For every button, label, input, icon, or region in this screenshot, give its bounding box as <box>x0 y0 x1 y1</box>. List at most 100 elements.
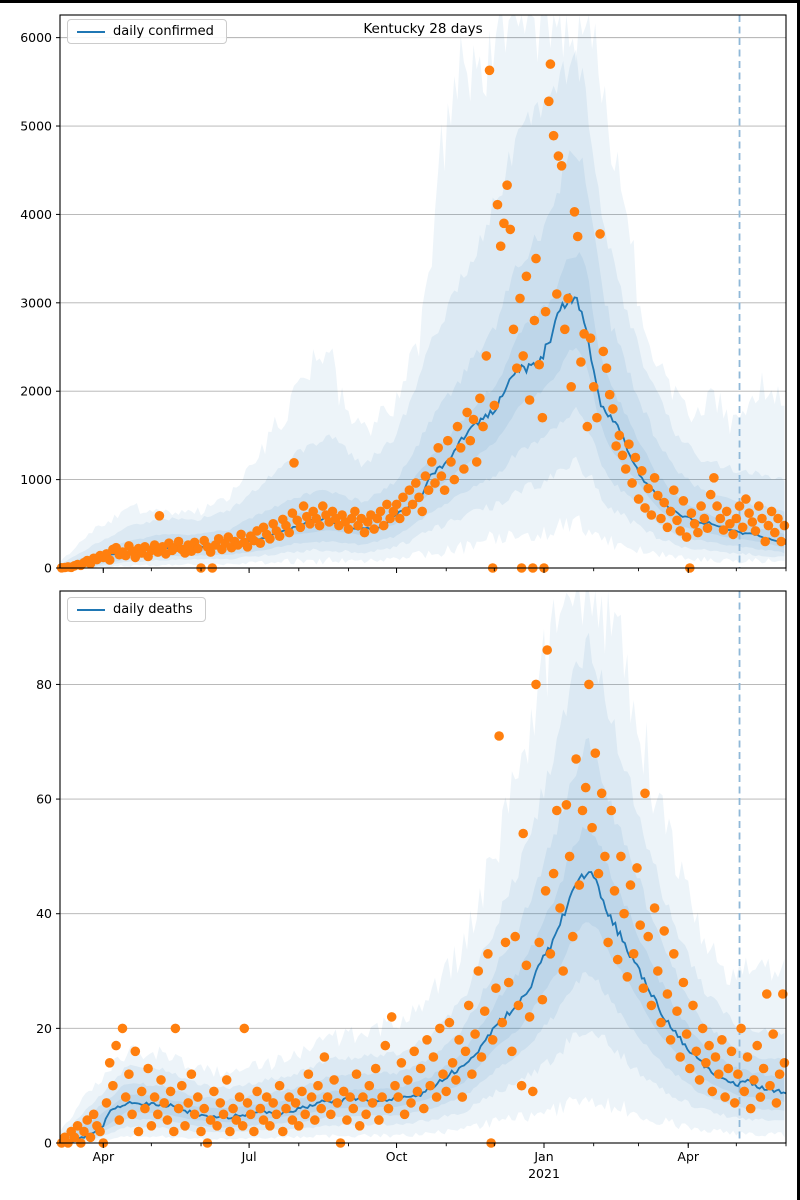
scatter-point <box>553 151 564 161</box>
scatter-point <box>604 389 615 400</box>
scatter-point <box>245 1109 256 1120</box>
scatter-point <box>749 1075 759 1085</box>
scatter-point <box>287 508 298 518</box>
scatter-point <box>656 513 666 524</box>
scatter-point <box>633 494 644 504</box>
scatter-point <box>221 1075 232 1085</box>
scatter-point <box>298 501 309 511</box>
scatter-point <box>593 868 604 879</box>
scatter-point <box>278 1126 288 1137</box>
scatter-point <box>537 412 548 423</box>
scatter-point <box>436 471 447 481</box>
scatter-point <box>242 1098 253 1108</box>
scatter-point <box>265 534 275 544</box>
scatter-point <box>205 1115 216 1125</box>
x-tick-label: Apr <box>92 1149 114 1164</box>
scatter-point <box>521 271 532 282</box>
band-wide <box>60 49 785 568</box>
scatter-point <box>548 130 559 141</box>
band-outer <box>60 15 785 568</box>
scatter-point <box>640 788 650 799</box>
scatter-point <box>415 1063 426 1074</box>
scatter-point <box>414 492 424 503</box>
scatter-point <box>758 1063 769 1074</box>
scatter-point <box>479 1006 490 1016</box>
scatter-point <box>736 1023 746 1034</box>
scatter-point <box>183 1098 193 1108</box>
scatter-point <box>728 529 738 540</box>
scatter-point <box>350 506 360 517</box>
scatter-point <box>108 1080 118 1091</box>
scatter-point <box>318 501 328 511</box>
scatter-point <box>475 393 485 404</box>
scatter-point <box>518 351 528 361</box>
scatter-point <box>672 1006 682 1016</box>
scatter-point <box>630 452 641 463</box>
scatter-point <box>443 435 453 446</box>
scatter-point <box>737 522 748 533</box>
scatter-point <box>510 931 520 942</box>
scatter-point <box>635 920 645 930</box>
scatter-point <box>495 241 506 251</box>
scatter-point <box>544 96 554 107</box>
scatter-point <box>428 1052 439 1062</box>
scatter-point <box>398 492 408 503</box>
scatter-point <box>699 513 710 524</box>
scatter-point <box>726 1046 737 1057</box>
x-tick-sublabel-year: 2021 <box>528 1166 560 1181</box>
scatter-point <box>228 1103 238 1114</box>
scatter-point <box>433 443 444 453</box>
scatter-point <box>274 1080 285 1091</box>
y-tick-label: 0 <box>44 1136 52 1151</box>
scatter-point <box>518 828 528 839</box>
scatter-point <box>465 435 476 446</box>
scatter-point <box>705 489 716 500</box>
scatter-point <box>225 1126 235 1137</box>
x-axis: Apr Jul Oct Jan 2021 Apr <box>92 1143 787 1181</box>
scatter-point <box>580 782 591 793</box>
scatter-point <box>653 966 663 976</box>
uncertainty-bands <box>60 591 785 1143</box>
scatter-point <box>417 506 428 517</box>
scatter-point <box>165 1086 176 1097</box>
scatter-point <box>411 478 421 488</box>
scatter-point <box>563 293 573 304</box>
scatter-point <box>258 1115 269 1125</box>
scatter-point <box>85 1132 96 1143</box>
scatter-point <box>348 1103 359 1114</box>
scatter-point <box>712 501 722 511</box>
scatter-point <box>435 1023 445 1034</box>
scatter-point <box>508 324 519 335</box>
legend-label-deaths: daily deaths <box>113 602 193 617</box>
scatter-point <box>678 496 689 506</box>
scatter-point <box>513 1000 524 1011</box>
scatter-point <box>231 1115 242 1125</box>
scatter-point <box>569 207 580 217</box>
scatter-point <box>505 224 516 235</box>
x-axis <box>102 568 787 573</box>
scatter-point <box>332 1098 343 1108</box>
scatter-point <box>274 531 285 541</box>
scatter-point <box>540 306 551 317</box>
scatter-point <box>499 218 509 229</box>
scatter-point <box>162 1115 173 1125</box>
scatter-point <box>460 1046 471 1057</box>
scatter-point <box>268 1098 279 1108</box>
y-tick-label: 6000 <box>20 30 52 45</box>
scatter-point <box>638 983 649 993</box>
scatter-point <box>114 1115 125 1125</box>
scatter-point <box>104 1058 115 1068</box>
scatter-point <box>729 1098 740 1108</box>
scatter-point <box>170 1023 181 1034</box>
scatter-point <box>620 464 631 474</box>
scatter-point <box>143 1063 153 1074</box>
scatter-point <box>723 1063 734 1074</box>
scatter-point <box>643 483 653 494</box>
y-tick-label: 4000 <box>20 207 52 222</box>
scatter-point <box>383 1103 394 1114</box>
scatter-point <box>646 1000 657 1011</box>
scatter-point <box>396 1058 407 1068</box>
scatter-point <box>117 1023 128 1034</box>
scatter-point <box>545 949 556 959</box>
scatter-point <box>455 443 466 453</box>
